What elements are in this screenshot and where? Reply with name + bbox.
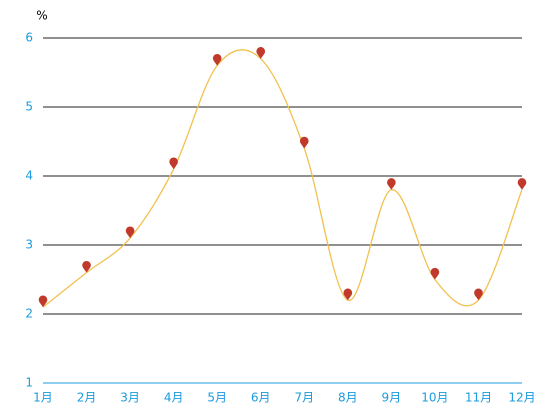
marker (343, 288, 353, 301)
x-tick-label: 12月 (508, 391, 535, 405)
x-tick-label: 10月 (421, 391, 448, 405)
marker (256, 47, 266, 59)
x-tick-label: 7月 (294, 391, 314, 405)
x-tick-label: 1月 (33, 391, 53, 405)
x-tick-label: 3月 (120, 391, 140, 405)
y-tick-label: 4 (25, 169, 33, 183)
y-tick-label: 3 (25, 238, 33, 252)
y-tick-label: 6 (25, 31, 33, 45)
x-tick-label: 6月 (251, 391, 271, 405)
marker (387, 178, 396, 190)
marker (38, 295, 48, 308)
y-tick-label: 5 (25, 100, 33, 114)
y-tick-label: 1 (25, 376, 33, 390)
x-tick-label: 2月 (77, 391, 97, 405)
marker (169, 157, 178, 170)
x-tick-label: 8月 (338, 391, 358, 405)
marker (299, 136, 309, 149)
marker (430, 267, 440, 280)
line (42, 49, 523, 308)
marker (212, 53, 222, 66)
x-tick-label: 4月 (164, 391, 184, 405)
y-unit: % (36, 9, 47, 23)
marker (82, 260, 91, 273)
marker (125, 226, 135, 239)
marker (517, 178, 527, 190)
x-tick-label: 11月 (465, 391, 492, 405)
y-tick-label: 2 (25, 307, 33, 321)
marker (474, 288, 483, 301)
x-tick-label: 9月 (382, 391, 402, 405)
x-tick-label: 5月 (207, 391, 227, 405)
